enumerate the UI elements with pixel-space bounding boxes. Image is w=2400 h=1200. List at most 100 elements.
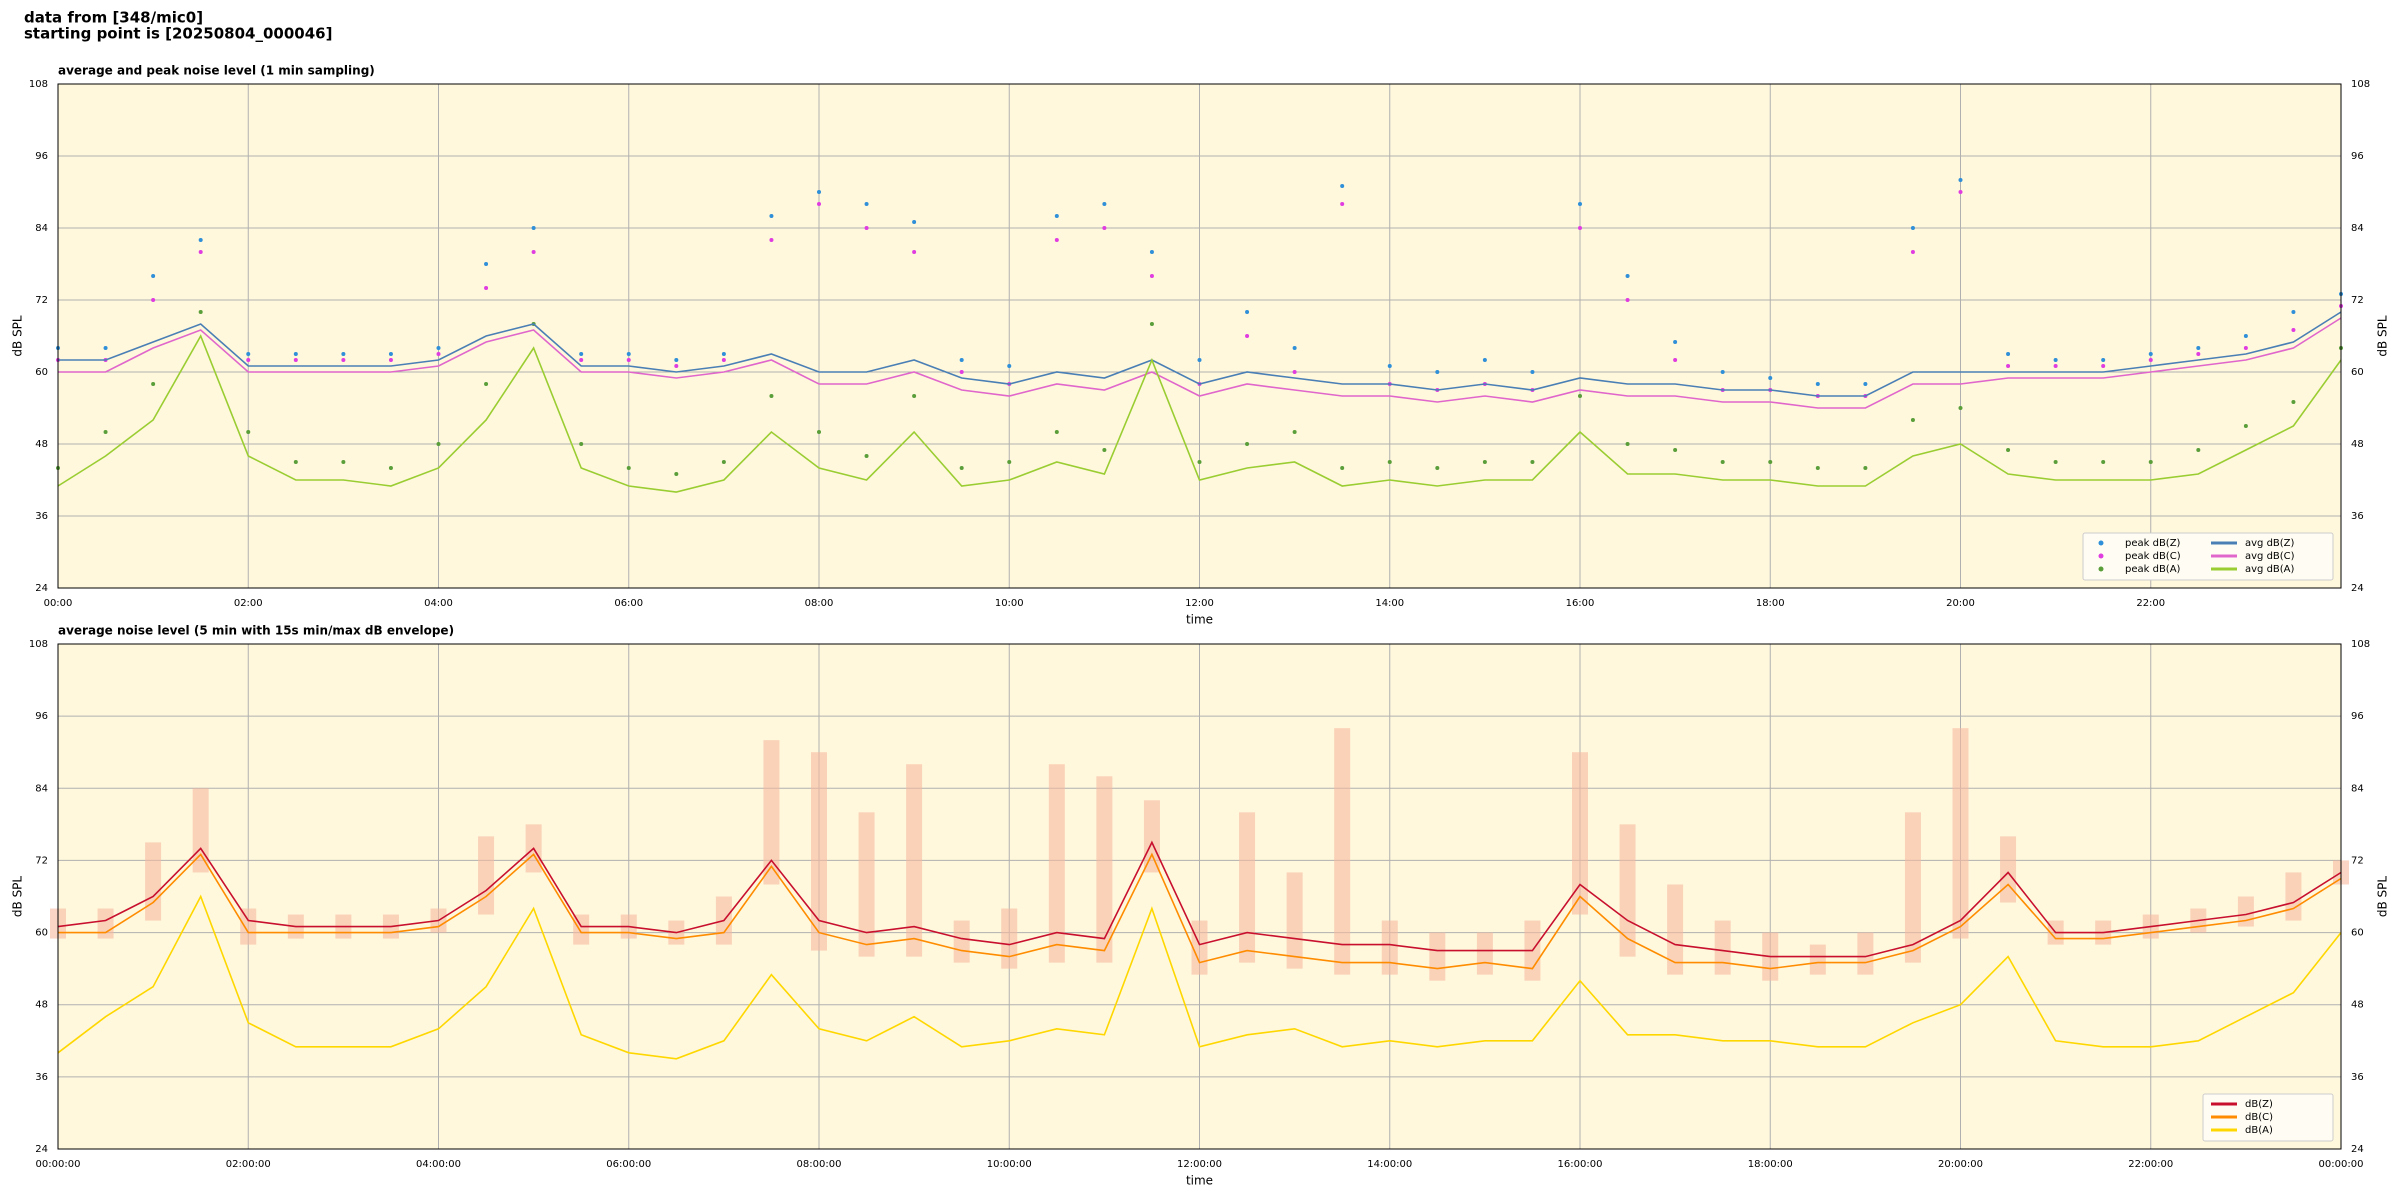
envelope-bar [478,836,495,915]
peak-point [1197,460,1202,464]
envelope-bar [953,920,970,963]
envelope-bar [763,740,780,885]
y-tick-label: 96 [2351,711,2364,722]
peak-point [293,358,298,362]
peak-point [579,442,584,446]
x-tick-label: 16:00:00 [1558,1159,1603,1170]
peak-point [2196,448,2201,452]
peak-point [1863,466,1868,470]
envelope-bar [1286,872,1303,969]
peak-point [1149,274,1154,278]
legend-label: avg dB(Z) [2245,538,2295,549]
peak-point [103,430,108,434]
peak-point [293,460,298,464]
peak-point [1720,370,1725,374]
chart-title: average noise level (5 min with 15s min/… [58,624,454,638]
peak-point [721,358,726,362]
legend-label: peak dB(C) [2125,551,2181,562]
legend-label: peak dB(A) [2125,564,2181,575]
y-tick-label: 84 [2351,783,2364,794]
peak-point [531,250,536,254]
peak-point [293,352,298,356]
envelope-bar [573,914,590,945]
peak-point [1340,202,1345,206]
y-tick-label: 36 [35,511,48,522]
peak-point [1815,466,1820,470]
y-tick-label: 108 [2351,639,2370,650]
envelope-bar [2000,836,2017,903]
peak-point [531,226,536,230]
peak-point [2196,352,2201,356]
y-tick-label: 48 [35,1000,48,1011]
x-tick-label: 10:00 [995,598,1024,609]
peak-point [1149,250,1154,254]
peak-point [1245,442,1250,446]
peak-point [721,460,726,464]
envelope-bar [145,842,162,921]
peak-point [1435,466,1440,470]
peak-point [103,346,108,350]
peak-point [2243,346,2248,350]
envelope-bar [1904,812,1921,963]
peak-point [198,238,203,242]
peak-point [817,430,821,434]
x-tick-label: 00:00 [44,598,73,609]
envelope-bar [1334,728,1351,975]
envelope-bar [2237,896,2254,927]
series-line [57,840,2342,958]
peak-point [198,250,203,254]
plot-frame [57,643,2342,1150]
peak-point [1768,460,1773,464]
peak-point [2243,334,2248,338]
x-axis-label: time [1186,1174,1213,1188]
y-tick-label: 24 [35,1144,48,1155]
peak-point [1768,376,1773,380]
peak-point [484,286,489,290]
peak-point [912,394,917,398]
peak-point [912,250,917,254]
x-tick-label: 02:00 [234,598,263,609]
legend-label: dB(Z) [2245,1099,2273,1110]
peak-point [1292,430,1297,434]
legend-label: dB(C) [2245,1112,2273,1123]
envelope-bar [906,764,923,957]
peak-point [864,226,869,230]
envelope-bar [1191,920,1208,975]
peak-point [2053,460,2058,464]
x-tick-label: 20:00 [1946,598,1975,609]
y-tick-label: 108 [29,79,48,90]
envelope-bar [1143,800,1160,873]
peak-point [1530,460,1535,464]
legend-marker [2098,553,2104,559]
y-tick-label: 96 [35,711,48,722]
envelope-bar [1809,944,1826,975]
peak-point [674,472,679,476]
peak-point [151,382,156,386]
y-tick-label: 48 [2351,439,2364,450]
peak-point [1910,250,1915,254]
peak-point [1054,238,1059,242]
plot-frame [57,83,2342,589]
peak-point [769,238,774,242]
envelope-bar [1239,812,1256,963]
peak-point [817,190,821,194]
peak-point [2006,364,2011,368]
peak-point [1530,370,1535,374]
y-tick-label: 48 [35,439,48,450]
peak-point [1054,214,1059,218]
series-line [58,317,2342,409]
y-tick-label: 36 [35,1072,48,1083]
y-tick-label: 60 [35,928,48,939]
peak-point [246,430,251,434]
peak-point [1863,382,1868,386]
y-tick-label: 60 [2351,928,2364,939]
peak-point [959,370,964,374]
peak-point [1625,442,1630,446]
peak-point [198,310,203,314]
y-tick-label: 24 [2351,1144,2364,1155]
peak-point [436,352,441,356]
y-axis-label: dB SPL [11,876,25,918]
x-tick-label: 12:00 [1185,598,1214,609]
peak-point [1292,370,1297,374]
